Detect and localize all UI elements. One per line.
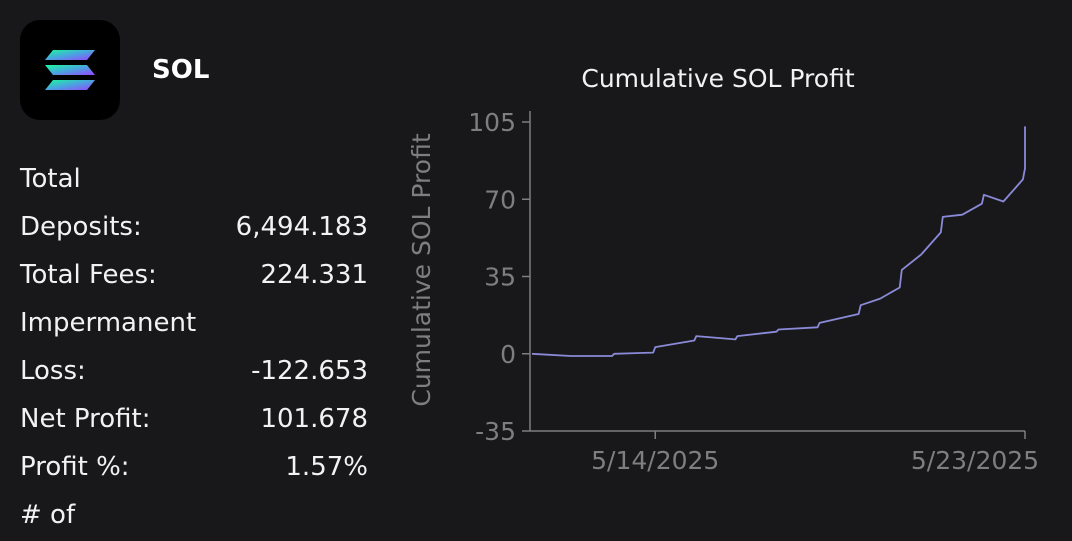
stat-row-loss: Loss: -122.653 <box>20 349 370 393</box>
cumulative-profit-chart: Cumulative SOL Profit Cumulative SOL Pro… <box>407 64 1039 475</box>
stat-value: 6,494.183 <box>235 212 368 242</box>
solana-logo-icon <box>20 20 120 120</box>
stat-label: Net Profit: <box>20 404 151 434</box>
stat-value: 1.57% <box>285 452 368 482</box>
stat-row-impermanent: Impermanent <box>20 301 370 345</box>
y-axis-label: Cumulative SOL Profit <box>407 133 436 406</box>
stat-label: Impermanent <box>20 308 197 338</box>
stat-label: Deposits: <box>20 212 142 242</box>
stat-label: # of <box>20 500 76 530</box>
stat-label: Profit %: <box>20 452 130 482</box>
y-tick-label: 35 <box>484 263 516 292</box>
stat-label: Total <box>20 164 81 194</box>
stat-value: 224.331 <box>260 260 368 290</box>
x-tick-label: 5/23/2025 <box>911 446 1039 475</box>
x-tick-label: 5/14/2025 <box>591 446 719 475</box>
y-tick-label: -35 <box>475 417 516 446</box>
token-name: SOL <box>152 55 210 85</box>
y-tick-label: 105 <box>468 108 516 137</box>
stat-row-total: Total <box>20 157 370 201</box>
y-tick-label: 0 <box>500 340 516 369</box>
stat-row-total-fees: Total Fees: 224.331 <box>20 253 370 297</box>
stat-label: Loss: <box>20 356 86 386</box>
stat-label: Total Fees: <box>20 260 157 290</box>
stat-row-net-profit: Net Profit: 101.678 <box>20 397 370 441</box>
stat-row-count: # of <box>20 493 370 537</box>
stat-value: -122.653 <box>251 356 368 386</box>
series-line <box>531 126 1026 357</box>
y-tick-label: 70 <box>484 185 516 214</box>
stat-row-profit-percent: Profit %: 1.57% <box>20 445 370 489</box>
stat-row-deposits: Deposits: 6,494.183 <box>20 205 370 249</box>
chart-title: Cumulative SOL Profit <box>581 64 854 93</box>
stat-value: 101.678 <box>260 404 368 434</box>
